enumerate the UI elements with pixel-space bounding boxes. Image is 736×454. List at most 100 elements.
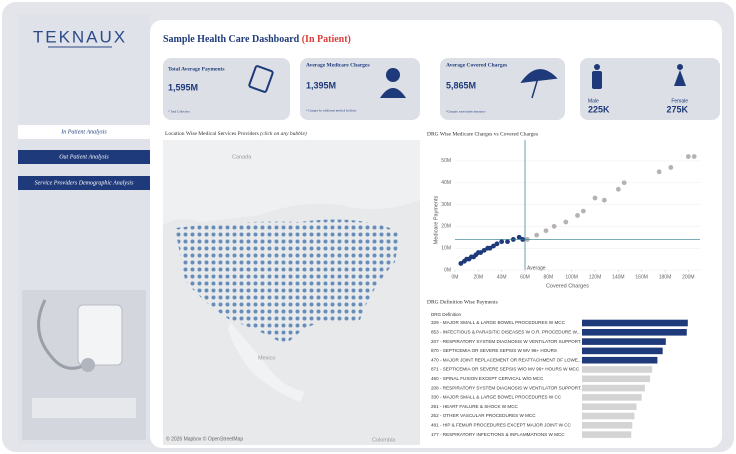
y-tick-label: 0M	[444, 267, 451, 273]
dashboard-title: Sample Health Care Dashboard (In Patient…	[163, 34, 351, 45]
bar	[582, 366, 653, 373]
gender-label: Female	[671, 98, 688, 104]
stethoscope-head	[81, 358, 95, 372]
bar	[582, 319, 688, 327]
stethoscope-icon	[37, 299, 86, 370]
x-tick-label: 100M	[565, 274, 578, 280]
bar-title: DRG Definition Wise Payments	[427, 298, 498, 305]
map-label: Mexico	[258, 355, 275, 361]
bar	[582, 347, 663, 355]
y-tick-label: 30M	[441, 202, 451, 208]
gender-value: 275K	[666, 104, 688, 114]
category-label: 460 - SPINAL FUSION EXCEPT CERVICAL W/O …	[431, 376, 544, 381]
point	[668, 165, 674, 170]
category-label: 252 - OTHER VASCULAR PROCEDURES W MCC	[431, 413, 536, 418]
point	[487, 245, 493, 251]
person-icon	[386, 68, 400, 82]
point	[494, 241, 500, 247]
column-header: DRG Definition	[431, 312, 462, 317]
map-label: Canada	[232, 154, 252, 160]
gender-label: Male	[588, 98, 599, 104]
kpi-card: Average Covered Charges 5,865M *Charges:…	[440, 58, 565, 120]
x-tick-label: 140M	[612, 274, 625, 280]
category-label: 329 - MAJOR SMALL & LARGE BOWEL PROCEDUR…	[431, 320, 566, 325]
map-label: Colombia	[372, 437, 396, 443]
bar	[582, 412, 635, 420]
x-tick-label: 60M	[520, 274, 530, 280]
bar	[582, 431, 632, 438]
x-tick-label: 120M	[589, 274, 602, 280]
card	[163, 58, 290, 120]
x-axis-label: Covered Charges	[546, 283, 589, 289]
nav-item[interactable]	[18, 125, 150, 139]
point	[534, 232, 540, 238]
y-axis-label: Medicare Payments	[433, 195, 439, 244]
point	[592, 195, 598, 201]
gender-value: 225K	[588, 104, 610, 114]
point	[656, 169, 662, 175]
male-icon	[594, 64, 600, 70]
point	[685, 154, 691, 159]
bar	[582, 403, 637, 410]
nav-item[interactable]	[18, 150, 150, 164]
tablet-icon	[77, 304, 123, 366]
point	[491, 243, 496, 249]
point	[543, 228, 549, 234]
map-credit: © 2026 Mapbox © OpenStreetMap	[166, 435, 243, 442]
point	[551, 223, 557, 229]
bar	[582, 375, 651, 383]
canada-land	[163, 140, 420, 225]
us-providers	[175, 219, 400, 345]
point	[580, 208, 586, 214]
x-tick-label: 80M	[543, 274, 553, 280]
bar	[582, 338, 666, 345]
map-hint: (click on any bubble)	[260, 130, 307, 137]
point	[505, 239, 510, 245]
scatter-title: DRG Wise Medicare Charges vs Covered Cha…	[427, 131, 538, 137]
kpi-card: Total Average Payments 1,595M * Total Co…	[163, 58, 290, 120]
x-tick-label: 180M	[659, 274, 672, 280]
kpi-label: Total Average Payments	[168, 66, 225, 72]
umbrella-icon	[520, 69, 558, 99]
y-tick-label: 20M	[441, 224, 451, 230]
payment-icon	[248, 65, 274, 93]
category-label: 207 - RESPIRATORY SYSTEM DIAGNOSIS W VEN…	[431, 339, 584, 344]
x-tick-label: 0M	[452, 274, 459, 280]
nav-item[interactable]	[18, 176, 150, 190]
nav-label[interactable]: Service Providers Demographic Analysis	[35, 180, 134, 186]
point	[691, 154, 697, 159]
point	[575, 213, 580, 218]
kpi-note: *Charges: eased under insurance	[446, 110, 486, 114]
subtitle: (In Patient)	[302, 34, 351, 45]
kpi-label: Average Medicare Charges	[306, 62, 370, 68]
point	[563, 219, 569, 225]
point	[601, 197, 607, 203]
category-label: 330 - MAJOR SMALL & LARGE BOWEL PROCEDUR…	[431, 395, 562, 400]
mexico-land	[228, 322, 305, 402]
point	[481, 247, 487, 253]
gender-card: Male 225K Female 275K	[580, 58, 720, 120]
kpi-card: Average Medicare Charges 1,395M * Charge…	[300, 58, 420, 120]
kpi-note: * Charges for additional medical facilit…	[306, 109, 357, 113]
map-title: Location Wise Medical Services Providers…	[165, 130, 307, 137]
logo: TEKNAUX	[33, 27, 127, 46]
bar	[582, 356, 658, 364]
point	[621, 180, 627, 186]
kpi-value: 5,865M	[446, 80, 476, 90]
point	[516, 234, 522, 240]
category-label: 853 - INFECTIOUS & PARASITIC DISEASES W …	[431, 330, 581, 335]
point	[458, 261, 464, 266]
y-tick-label: 40M	[441, 180, 451, 186]
kpi-value: 1,595M	[168, 82, 198, 92]
card	[580, 58, 720, 120]
bar	[582, 329, 687, 336]
male-icon	[592, 71, 602, 89]
nav-label[interactable]: In Patient Analysis	[60, 129, 107, 135]
y-tick-label: 10M	[441, 246, 451, 252]
bar	[582, 422, 633, 429]
nav-label[interactable]: Out Patient Analysis	[59, 154, 109, 160]
bar	[582, 384, 645, 392]
category-label: 208 - RESPIRATORY SYSTEM DIAGNOSIS W VEN…	[431, 385, 584, 390]
reference-label: Average	[527, 265, 546, 271]
